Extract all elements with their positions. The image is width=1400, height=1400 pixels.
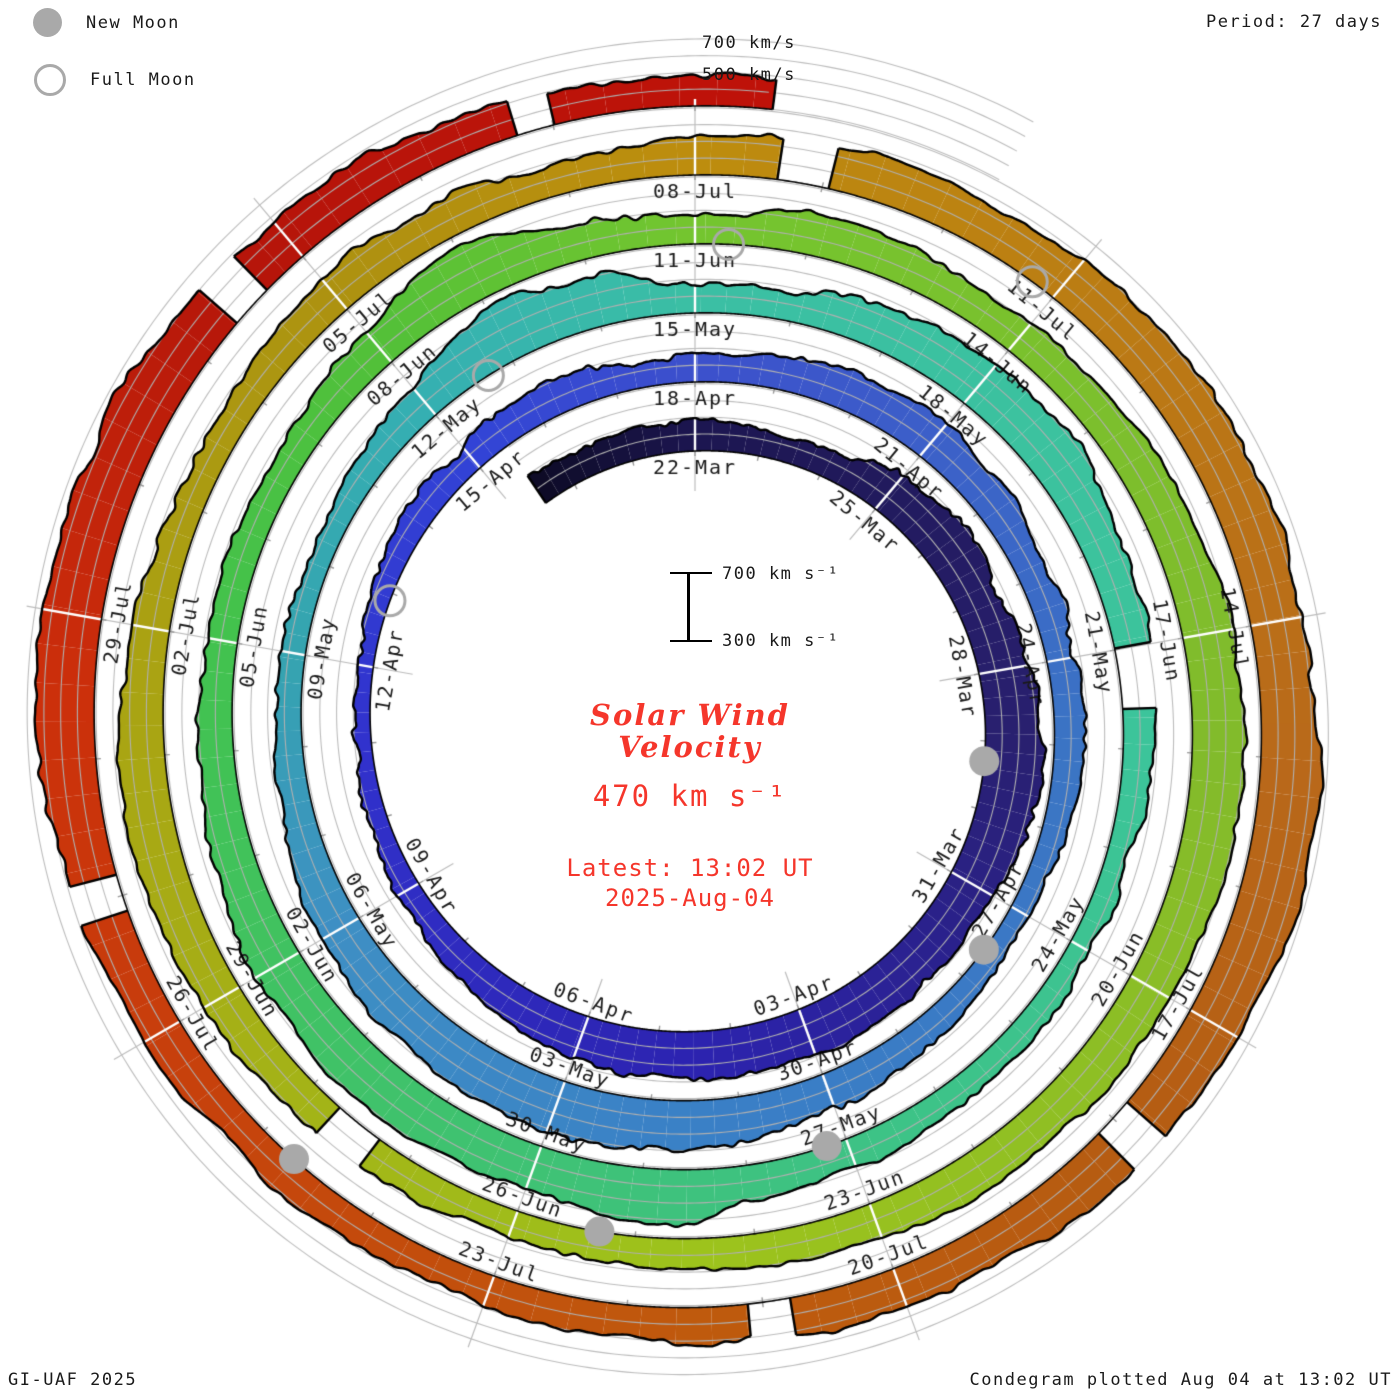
credit-left: GI-UAF 2025 bbox=[8, 1370, 138, 1390]
outer-scale-700: 700 km/s bbox=[702, 33, 796, 53]
credit-right: Condegram plotted Aug 04 at 13:02 UT bbox=[969, 1370, 1392, 1390]
current-velocity-value: 470 km s⁻¹ bbox=[592, 779, 788, 813]
period-label: Period: 27 days bbox=[1205, 12, 1382, 32]
new-moon-label: New Moon bbox=[86, 12, 180, 33]
new-moon-icon bbox=[33, 8, 62, 37]
latest-time: Latest: 13:02 UT bbox=[566, 854, 814, 882]
legend-full-moon: Full Moon bbox=[34, 64, 196, 96]
plot-title: Solar Wind Velocity 470 km s⁻¹ Latest: 1… bbox=[420, 699, 960, 913]
plot-title-line1: Solar Wind bbox=[590, 698, 790, 732]
full-moon-label: Full Moon bbox=[90, 70, 196, 90]
full-moon-icon bbox=[34, 64, 66, 96]
scale-bar-bottom-label: 300 km s⁻¹ bbox=[722, 631, 840, 651]
plot-title-line2: Velocity bbox=[618, 730, 762, 764]
outer-scale-500: 500 km/s bbox=[702, 65, 796, 85]
scale-bar bbox=[670, 572, 714, 642]
latest-date: 2025-Aug-04 bbox=[605, 884, 775, 912]
scale-bar-top-label: 700 km s⁻¹ bbox=[722, 564, 840, 584]
legend-new-moon: New Moon bbox=[33, 8, 180, 37]
